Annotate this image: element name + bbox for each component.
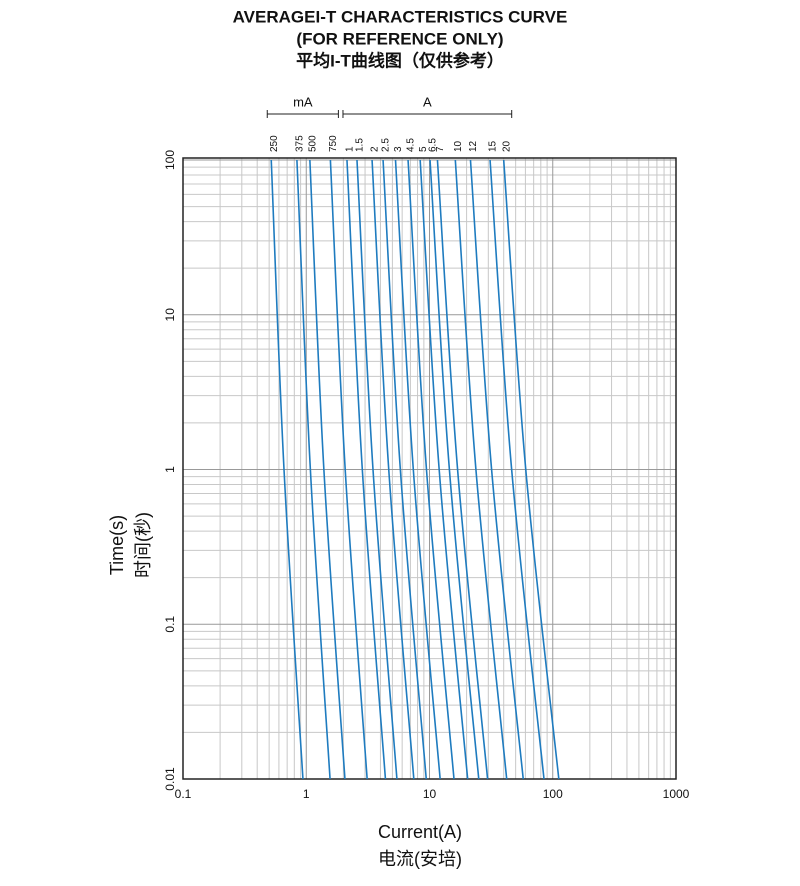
curve [419,159,469,780]
y-axis-label: Time(s) [107,515,127,575]
curve [356,159,398,780]
y-axis-label-cn: 时间(秒) [133,512,153,578]
x-axis-label-cn: 电流(安培) [378,849,462,869]
x-tick-label: 1 [303,787,310,801]
chart-title: AVERAGEI-T CHARACTERISTICS CURVE [233,7,568,26]
curve-label: 10 [453,140,464,152]
curve [436,159,489,780]
curve-label: 20 [501,140,512,152]
curve-label: 3 [393,146,404,152]
curve [407,159,455,780]
curve-label: 2.5 [381,138,392,152]
y-tick-label: 0.01 [163,767,177,791]
x-tick-label: 100 [543,787,563,801]
curve-label: 1.5 [355,138,366,152]
curve-label: 750 [328,135,339,152]
y-tick-label: 0.1 [163,616,177,633]
curve [382,159,428,780]
y-tick-label: 100 [163,150,177,170]
curve [346,159,387,780]
y-tick-label: 10 [163,308,177,322]
x-tick-label: 10 [423,787,437,801]
chart-subtitle: (FOR REFERENCE ONLY) [296,29,503,48]
curve [296,159,331,780]
curve-label: 250 [269,135,280,152]
curve-label: 4.5 [406,138,417,152]
curve [429,159,480,780]
curve [469,159,525,780]
curve-label: 6.5 [428,138,439,152]
curve [309,159,346,780]
group-label: mA [293,94,313,109]
curve-label: 7 [435,146,446,152]
x-tick-label: 1000 [663,787,690,801]
curve [502,159,560,780]
curve-label: 12 [468,140,479,152]
curve-label: 2 [370,146,381,152]
curve-label: 500 [308,135,319,152]
curve [270,159,304,780]
x-tick-label: 0.1 [175,787,192,801]
plot-frame [182,157,677,780]
curve-label: 5 [418,146,429,152]
curve-label: 375 [295,135,306,152]
curve [454,159,508,780]
curve [329,159,368,780]
curve [489,159,545,780]
curve-label: 15 [488,140,499,152]
curve [371,159,415,780]
curve-label: 1 [345,146,356,152]
curve [394,159,441,780]
y-tick-label: 1 [163,466,177,473]
x-axis-label: Current(A) [378,822,462,842]
chart-subtitle-cn: 平均I-T曲线图（仅供参考） [296,50,504,70]
group-label: A [423,94,432,109]
